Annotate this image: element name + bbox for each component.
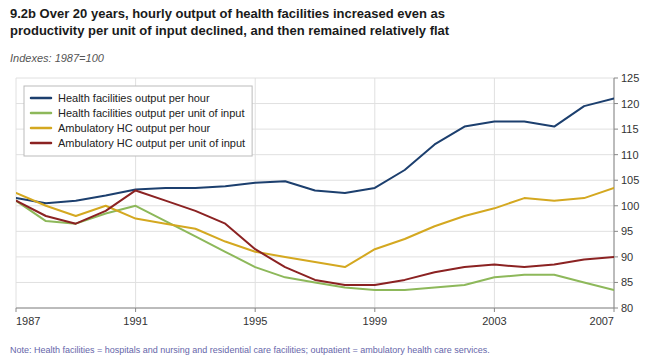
lines xyxy=(16,98,614,290)
legend: Health facilities output per hour Health … xyxy=(24,86,252,156)
y-tick-label: 80 xyxy=(621,302,633,314)
y-tick-label: 95 xyxy=(621,225,633,237)
y-tick xyxy=(614,231,618,232)
y-tick-label: 115 xyxy=(621,123,639,135)
chart: 9.2b Over 20 years, hourly output of hea… xyxy=(0,0,654,361)
note: Note: Health facilities = hospitals and … xyxy=(10,345,490,355)
grid-line-y xyxy=(16,231,614,232)
y-tick-label: 125 xyxy=(621,72,639,84)
grid-line-x xyxy=(614,78,615,308)
y-tick-label: 120 xyxy=(621,98,639,110)
series-line xyxy=(16,201,614,290)
grid-line-x xyxy=(494,78,495,308)
grid-line-y xyxy=(16,78,614,79)
y-tick xyxy=(614,256,618,257)
x-tick xyxy=(374,308,375,312)
y-tick xyxy=(614,129,618,130)
x-axis-line xyxy=(16,308,614,309)
legend-swatch xyxy=(31,112,51,115)
y-tick xyxy=(614,180,618,181)
title-line: productivity per unit of input declined,… xyxy=(10,23,450,38)
y-tick-label: 105 xyxy=(621,174,639,186)
x-tick-label: 1995 xyxy=(243,315,267,327)
x-tick xyxy=(255,308,256,312)
grid-line-y xyxy=(16,256,614,257)
x-tick-label: 1999 xyxy=(363,315,387,327)
grid-line-x xyxy=(255,78,256,308)
axes: 80 85 90 95 100 105 110 115 120 125 1987 1991 1995 19… xyxy=(16,72,639,327)
y-tick xyxy=(614,103,618,104)
title: 9.2b Over 20 years, hourly output of hea… xyxy=(10,6,450,38)
y-tick-label: 110 xyxy=(621,149,639,161)
grid-line-y xyxy=(16,180,614,181)
y-tick xyxy=(614,282,618,283)
x-tick-label: 1987 xyxy=(16,315,40,327)
legend-entry: Ambulatory HC output per unit of input xyxy=(58,137,245,149)
title-line: 9.2b Over 20 years, hourly output of hea… xyxy=(10,6,445,21)
y-tick-label: 90 xyxy=(621,251,633,263)
x-tick xyxy=(135,308,136,312)
legend-swatch xyxy=(31,127,51,130)
y-axis-line xyxy=(614,78,615,308)
grid-line-y xyxy=(16,308,614,309)
x-tick xyxy=(614,308,615,312)
x-tick-label: 2003 xyxy=(482,315,506,327)
y-tick xyxy=(614,205,618,206)
y-tick xyxy=(614,154,618,155)
x-tick-label: 1991 xyxy=(123,315,147,327)
legend-entry: Health facilities output per unit of inp… xyxy=(58,107,245,119)
legend-entry: Health facilities output per hour xyxy=(58,92,210,104)
x-tick-label: 2007 xyxy=(590,315,614,327)
legend-entry: Ambulatory HC output per hour xyxy=(58,122,211,134)
series-line xyxy=(16,190,614,285)
subtitle: Indexes: 1987=100 xyxy=(10,52,105,64)
y-tick xyxy=(614,78,618,79)
grid xyxy=(16,78,614,308)
x-tick xyxy=(494,308,495,312)
legend-box xyxy=(24,86,252,156)
y-tick-label: 100 xyxy=(621,200,639,212)
legend-swatch xyxy=(31,142,51,145)
series-line xyxy=(16,188,614,267)
x-tick xyxy=(16,308,17,312)
y-tick xyxy=(614,308,618,309)
y-tick-label: 85 xyxy=(621,276,633,288)
legend-swatch xyxy=(31,97,51,100)
grid-line-x xyxy=(374,78,375,308)
